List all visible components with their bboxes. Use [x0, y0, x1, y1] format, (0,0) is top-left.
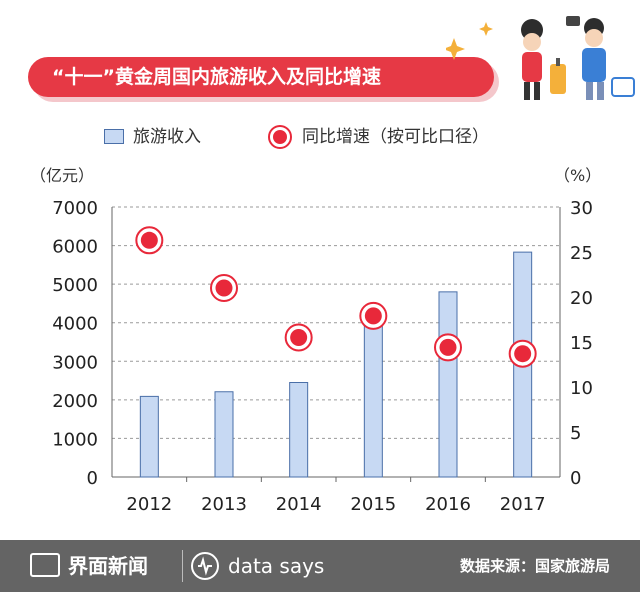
y-left-tick-label: 2000 [52, 391, 98, 412]
growth-point [215, 279, 233, 297]
y-left-tick-label: 5000 [52, 275, 98, 296]
x-tick-label: 2012 [126, 494, 172, 515]
y-left-tick-label: 4000 [52, 314, 98, 335]
y-right-tick-label: 10 [570, 378, 593, 399]
y-left-tick-label: 7000 [52, 198, 98, 219]
footer-divider [182, 550, 183, 582]
footer: 界面新闻 data says 数据来源：国家旅游局 [0, 540, 640, 592]
growth-point [364, 307, 382, 325]
x-tick-label: 2017 [500, 494, 546, 515]
right-axis-unit: （%） [554, 166, 602, 185]
x-tick-label: 2013 [201, 494, 247, 515]
bar [363, 322, 383, 478]
y-left-tick-label: 6000 [52, 237, 98, 258]
footer-brand: 界面新闻 [68, 554, 148, 578]
y-left-tick-label: 3000 [52, 352, 98, 373]
data-says-icon [191, 552, 219, 580]
bar [289, 382, 309, 478]
legend: 旅游收入 同比增速（按可比口径） [0, 124, 640, 150]
travelers-illustration [446, 16, 635, 100]
bar [438, 291, 458, 478]
y-right-tick-label: 30 [570, 198, 593, 219]
title-banner: “十一”黄金周国内旅游收入及同比增速 [28, 57, 494, 97]
x-tick-label: 2015 [350, 494, 396, 515]
y-left-tick-label: 0 [87, 468, 98, 489]
legend-bar-label: 旅游收入 [133, 127, 201, 147]
jiemian-logo-icon [30, 553, 60, 577]
y-right-tick-label: 5 [570, 423, 581, 444]
x-tick-label: 2014 [276, 494, 322, 515]
chart-title: “十一”黄金周国内旅游收入及同比增速 [52, 66, 381, 88]
growth-point [140, 231, 158, 249]
y-right-tick-label: 15 [570, 333, 593, 354]
legend-bar-swatch [104, 129, 124, 144]
growth-point [514, 345, 532, 363]
bar [214, 391, 234, 478]
y-right-tick-label: 25 [570, 243, 593, 264]
y-right-tick-label: 0 [570, 468, 581, 489]
y-left-tick-label: 1000 [52, 429, 98, 450]
bar [139, 395, 159, 478]
left-axis-unit: （亿元） [30, 166, 95, 185]
growth-point [439, 338, 457, 356]
footer-source: 数据来源：国家旅游局 [459, 557, 610, 575]
growth-point [290, 329, 308, 346]
y-right-tick-label: 20 [570, 288, 593, 309]
legend-dot-label: 同比增速（按可比口径） [302, 127, 489, 147]
footer-data-says: data says [228, 554, 325, 578]
legend-dot-marker [268, 125, 292, 149]
x-tick-label: 2016 [425, 494, 471, 515]
chart-area: 0 1000 2000 3000 4000 5000 6000 7000 0 5 10 15 20 25 3… [52, 198, 593, 515]
